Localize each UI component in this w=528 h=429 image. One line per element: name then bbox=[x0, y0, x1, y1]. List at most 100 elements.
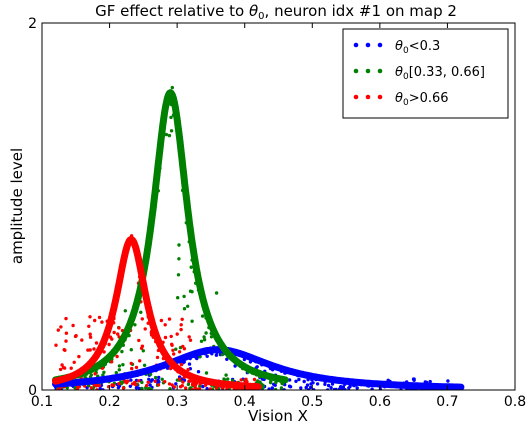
data-point bbox=[186, 367, 190, 372]
data-point bbox=[93, 318, 97, 323]
data-point bbox=[64, 339, 68, 343]
x-tick-label: 0.8 bbox=[504, 394, 526, 410]
data-point bbox=[117, 382, 121, 386]
data-point bbox=[89, 373, 94, 377]
fit-curve-0 bbox=[52, 346, 465, 390]
data-point bbox=[153, 375, 158, 380]
data-point bbox=[170, 383, 174, 387]
data-point bbox=[88, 315, 92, 319]
data-point bbox=[159, 318, 164, 323]
data-point bbox=[182, 307, 187, 311]
data-point bbox=[155, 355, 160, 360]
data-point bbox=[54, 343, 58, 347]
data-point bbox=[60, 363, 64, 367]
data-point bbox=[77, 354, 81, 359]
data-point bbox=[117, 368, 122, 372]
data-point bbox=[186, 304, 190, 308]
data-point bbox=[347, 386, 351, 390]
data-point bbox=[114, 371, 119, 375]
data-point bbox=[273, 387, 278, 390]
data-point bbox=[129, 378, 133, 382]
data-point bbox=[200, 314, 205, 318]
data-point bbox=[252, 377, 257, 382]
data-point bbox=[172, 385, 176, 389]
data-point bbox=[273, 383, 277, 387]
data-point bbox=[169, 334, 173, 339]
data-point bbox=[225, 357, 229, 361]
y-axis-label: amplitude level bbox=[8, 148, 26, 264]
plot-frame bbox=[41, 22, 516, 391]
data-point bbox=[163, 380, 167, 384]
data-point bbox=[140, 386, 144, 390]
data-point bbox=[239, 378, 243, 382]
data-point bbox=[167, 317, 172, 321]
y-tick-label: 2 bbox=[28, 16, 37, 32]
data-point bbox=[188, 338, 193, 342]
data-point bbox=[87, 324, 91, 328]
data-point bbox=[102, 350, 106, 354]
data-point bbox=[141, 349, 145, 353]
data-point bbox=[130, 382, 135, 386]
data-point bbox=[176, 296, 180, 300]
y-tick-label: 0 bbox=[28, 383, 37, 399]
chart-title: GF effect relative to θ0, neuron idx #1 … bbox=[95, 2, 457, 22]
legend-marker bbox=[353, 68, 359, 74]
data-point bbox=[180, 317, 184, 321]
data-point bbox=[88, 335, 93, 339]
data-point bbox=[299, 386, 303, 390]
data-point bbox=[287, 384, 292, 388]
data-point bbox=[202, 338, 207, 342]
data-point bbox=[179, 327, 183, 332]
data-point bbox=[190, 319, 194, 323]
data-point bbox=[329, 386, 333, 390]
x-tick-label: 0.7 bbox=[436, 394, 458, 410]
legend-marker bbox=[377, 42, 383, 48]
data-point bbox=[133, 323, 137, 327]
data-point bbox=[304, 385, 308, 390]
x-tick-label: 0.5 bbox=[301, 394, 323, 410]
data-point bbox=[89, 386, 94, 390]
x-tick-label: 0.4 bbox=[234, 394, 256, 410]
data-point bbox=[63, 348, 67, 352]
data-point bbox=[184, 386, 188, 390]
data-point bbox=[267, 387, 271, 390]
data-point bbox=[169, 115, 173, 120]
data-point bbox=[160, 377, 164, 381]
data-point bbox=[137, 338, 141, 343]
data-point bbox=[179, 323, 183, 327]
data-point bbox=[214, 353, 219, 357]
data-point bbox=[167, 382, 172, 386]
data-point bbox=[323, 382, 327, 386]
data-point bbox=[69, 366, 73, 370]
data-point bbox=[169, 129, 174, 133]
data-point bbox=[193, 383, 197, 388]
data-layer bbox=[52, 85, 465, 390]
legend-marker bbox=[365, 68, 371, 74]
data-point bbox=[101, 373, 105, 377]
data-point bbox=[80, 338, 84, 342]
data-point bbox=[180, 384, 184, 388]
data-point bbox=[88, 332, 92, 336]
data-point bbox=[107, 342, 111, 347]
data-point bbox=[134, 365, 139, 370]
data-point bbox=[294, 379, 298, 383]
data-point bbox=[143, 327, 147, 331]
data-point bbox=[123, 380, 128, 384]
data-point bbox=[193, 386, 198, 390]
data-point bbox=[170, 85, 174, 90]
data-point bbox=[163, 323, 167, 327]
data-point bbox=[128, 384, 132, 388]
data-point bbox=[302, 379, 306, 384]
data-point bbox=[130, 366, 134, 371]
data-point bbox=[117, 364, 122, 368]
data-point bbox=[139, 346, 144, 350]
axis-ticks: 0.1 0.2 0.3 0.4 0.5 0.6 0.7 0.8 0 2 bbox=[28, 16, 526, 410]
data-point bbox=[224, 373, 228, 377]
data-point bbox=[93, 372, 97, 376]
x-tick-label: 0.3 bbox=[166, 394, 188, 410]
data-point bbox=[112, 383, 116, 388]
data-point bbox=[209, 335, 214, 339]
data-point bbox=[147, 386, 151, 390]
data-point bbox=[123, 309, 128, 313]
data-point bbox=[142, 363, 147, 367]
